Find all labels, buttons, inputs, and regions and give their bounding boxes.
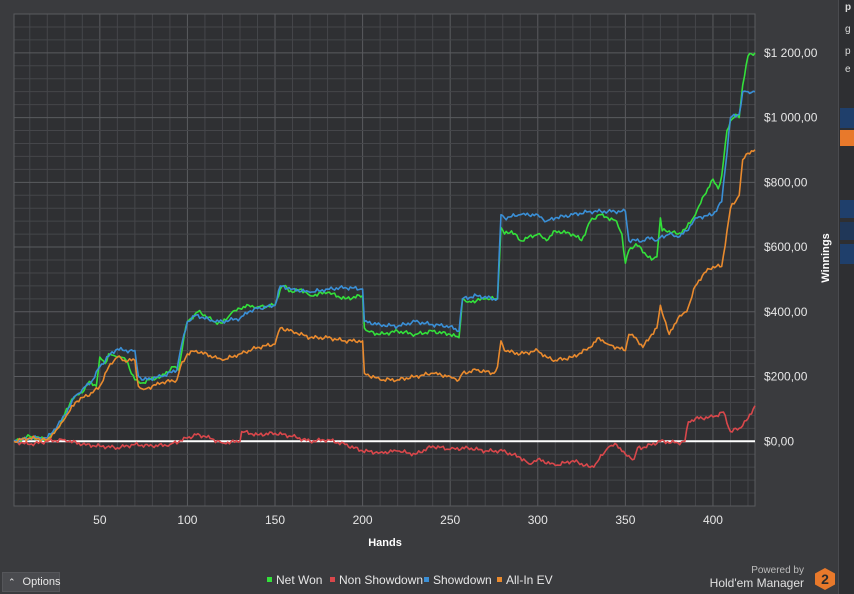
side-panel-fragment: e xyxy=(845,64,851,75)
legend-label: Showdown xyxy=(433,573,492,587)
x-axis-ticks: 50 100 150 200 250 300 350 400 xyxy=(93,513,723,527)
side-panel-fragment: p xyxy=(845,2,852,13)
product-name: Hold'em Manager xyxy=(709,576,804,590)
series-line-showdown xyxy=(13,90,756,444)
x-tick-label: 200 xyxy=(353,513,373,527)
hm2-logo-icon: 2 xyxy=(815,568,835,590)
legend-item[interactable]: All-In EV xyxy=(497,573,553,587)
y-tick-label: $800,00 xyxy=(764,175,808,189)
chart-grid xyxy=(13,13,756,507)
legend-swatch xyxy=(497,577,502,582)
side-panel-row xyxy=(840,108,854,128)
series-line-all-in-ev xyxy=(13,149,756,443)
options-button-label: Options xyxy=(22,576,61,588)
legend-swatch xyxy=(424,577,429,582)
hm2-logo-digit: 2 xyxy=(821,571,829,587)
legend-item[interactable]: Non Showdown xyxy=(330,573,423,587)
legend-label: All-In EV xyxy=(506,573,553,587)
side-panel-row xyxy=(840,200,854,218)
legend-swatch xyxy=(267,577,272,582)
side-panel-row xyxy=(840,222,854,240)
legend-swatch xyxy=(330,577,335,582)
side-panel-fragment: g xyxy=(845,24,851,35)
side-panel-row xyxy=(840,130,854,146)
x-tick-label: 400 xyxy=(703,513,723,527)
x-tick-label: 350 xyxy=(615,513,635,527)
legend-label: Non Showdown xyxy=(339,573,423,587)
powered-by-text: Powered by xyxy=(751,565,804,576)
plot-border xyxy=(13,13,756,507)
chart-legend[interactable]: Net Won Non Showdown Showdown All-In EV xyxy=(267,573,553,587)
chevron-up-icon: ⌃ xyxy=(8,576,16,587)
x-tick-label: 100 xyxy=(177,513,197,527)
y-tick-label: $0,00 xyxy=(764,434,794,448)
x-tick-label: 150 xyxy=(265,513,285,527)
branding: Powered by Hold'em Manager 2 xyxy=(710,564,836,592)
y-axis-title: Winnings xyxy=(820,233,832,282)
x-tick-label: 250 xyxy=(440,513,460,527)
y-axis-ticks: $0,00 $200,00 $400,00 $600,00 $800,00 $1 000,… xyxy=(764,46,818,448)
legend-item[interactable]: Showdown xyxy=(424,573,492,587)
y-tick-label: $1 000,00 xyxy=(764,111,818,125)
y-tick-label: $200,00 xyxy=(764,370,808,384)
chart-series xyxy=(13,52,756,468)
side-panel-fragment: p xyxy=(845,46,851,57)
x-axis-title: Hands xyxy=(368,537,402,549)
x-tick-label: 300 xyxy=(528,513,548,527)
series-line-non-showdown xyxy=(14,405,756,468)
side-panel-edge: p g p e xyxy=(838,0,854,594)
y-tick-label: $400,00 xyxy=(764,305,808,319)
options-button[interactable]: ⌃ Options xyxy=(2,572,60,592)
legend-label: Net Won xyxy=(276,573,322,587)
y-tick-label: $600,00 xyxy=(764,240,808,254)
y-tick-label: $1 200,00 xyxy=(764,46,818,60)
x-tick-label: 50 xyxy=(93,513,107,527)
legend-item[interactable]: Net Won xyxy=(267,573,322,587)
side-panel-row xyxy=(840,244,854,264)
